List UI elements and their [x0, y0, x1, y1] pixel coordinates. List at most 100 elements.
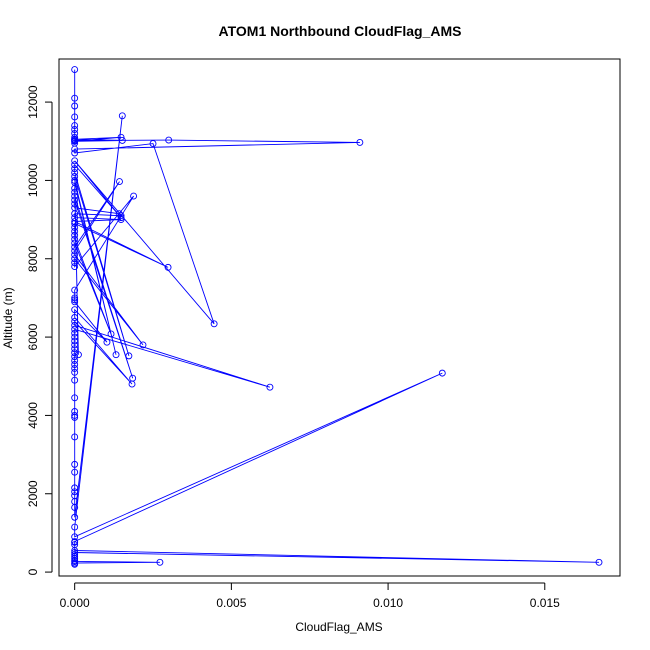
- y-tick-label: 0: [26, 568, 40, 575]
- x-tick-label: 0.005: [216, 596, 246, 610]
- series-line: [74, 69, 600, 565]
- data-point: [71, 337, 79, 345]
- data-point: [71, 413, 79, 421]
- data-point: [165, 136, 173, 144]
- data-point: [356, 138, 364, 146]
- data-point: [71, 364, 79, 372]
- data-point: [71, 169, 79, 177]
- data-point: [74, 351, 82, 359]
- data-point: [71, 126, 79, 133]
- data-point: [71, 552, 79, 560]
- data-point: [71, 102, 79, 110]
- data-point: [71, 394, 79, 402]
- data-point: [125, 352, 133, 360]
- data-point: [71, 210, 79, 218]
- data-point: [595, 558, 603, 566]
- data-point: [71, 196, 79, 204]
- data-point: [71, 113, 79, 121]
- x-axis-label: CloudFlag_AMS: [295, 620, 382, 634]
- plot-frame: [58, 58, 621, 577]
- data-point: [71, 247, 79, 255]
- data-point: [71, 523, 79, 531]
- data-point: [71, 538, 79, 546]
- data-point: [71, 184, 79, 192]
- data-point: [71, 259, 79, 267]
- data-point: [71, 433, 79, 441]
- plot-area: [71, 66, 603, 568]
- data-point: [71, 251, 79, 259]
- data-point: [103, 338, 111, 346]
- data-point: [266, 383, 274, 391]
- data-point: [71, 468, 79, 476]
- data-point: [139, 341, 147, 349]
- data-point: [71, 504, 79, 511]
- y-tick-label: 12000: [26, 85, 40, 119]
- data-point: [130, 192, 138, 200]
- data-point: [71, 223, 79, 231]
- data-point: [71, 235, 79, 243]
- data-point: [71, 325, 79, 333]
- data-point: [71, 94, 79, 102]
- data-point: [118, 112, 126, 120]
- data-point: [71, 220, 79, 227]
- data-point: [164, 263, 172, 271]
- data-point: [128, 380, 136, 388]
- data-point: [71, 200, 79, 208]
- data-point: [71, 161, 79, 169]
- x-tick-label: 0.000: [60, 596, 90, 610]
- data-point: [71, 145, 79, 153]
- data-point: [71, 314, 79, 321]
- data-point: [71, 296, 79, 304]
- data-point: [71, 357, 79, 365]
- y-tick-label: 2000: [26, 480, 40, 507]
- chart-title: ATOM1 Northbound CloudFlag_AMS: [219, 23, 462, 39]
- data-point: [71, 368, 79, 376]
- data-point: [71, 227, 79, 235]
- data-point: [71, 231, 79, 239]
- data-point: [71, 122, 79, 130]
- data-point: [71, 255, 79, 263]
- data-point: [149, 140, 157, 148]
- data-point: [71, 243, 79, 251]
- x-tick-label: 0.015: [530, 596, 560, 610]
- data-point: [71, 411, 79, 419]
- data-point: [71, 321, 79, 329]
- data-point: [71, 333, 79, 341]
- x-tick-label: 0.010: [373, 596, 403, 610]
- data-point: [117, 214, 125, 222]
- data-point: [71, 353, 79, 361]
- data-point: [71, 345, 79, 353]
- data-point: [71, 349, 79, 357]
- data-point: [71, 263, 79, 271]
- data-point: [107, 330, 115, 338]
- y-tick-label: 6000: [26, 323, 40, 350]
- data-point: [71, 157, 79, 165]
- data-point: [71, 361, 79, 368]
- data-point: [71, 513, 79, 521]
- data-point: [438, 369, 446, 377]
- data-point: [71, 239, 79, 247]
- y-axis: 0 2000 4000 6000 8000 10000 12000: [26, 85, 53, 575]
- data-point: [71, 298, 79, 306]
- data-point: [71, 488, 79, 496]
- data-point: [116, 178, 123, 186]
- data-point: [71, 137, 79, 144]
- data-point: [71, 66, 79, 74]
- data-point: [71, 176, 79, 184]
- data-point: [71, 376, 79, 384]
- data-point: [71, 306, 79, 314]
- data-point: [210, 320, 218, 328]
- data-point: [71, 192, 79, 200]
- data-point: [71, 341, 79, 349]
- y-axis-label: Altitude (m): [1, 287, 15, 348]
- data-point: [71, 149, 79, 157]
- data-point: [71, 560, 79, 568]
- y-tick-label: 4000: [26, 402, 40, 429]
- data-point: [117, 212, 125, 220]
- data-point: [71, 329, 79, 337]
- data-point: [117, 133, 125, 141]
- data-point: [71, 484, 79, 492]
- data-point: [71, 317, 79, 325]
- data-point: [71, 188, 79, 196]
